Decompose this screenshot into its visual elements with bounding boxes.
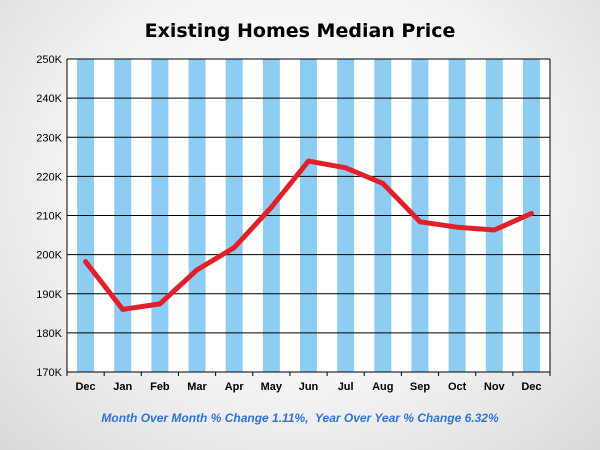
x-tick-label: Mar <box>187 381 207 393</box>
data-point <box>380 181 386 186</box>
data-point <box>417 219 423 225</box>
x-tick-label: Jan <box>113 381 132 393</box>
x-tick-label: Feb <box>150 381 170 393</box>
data-point <box>491 227 497 233</box>
y-tick-label: 180K <box>36 328 62 340</box>
y-tick-label: 230K <box>36 132 62 144</box>
y-tick-label: 190K <box>36 289 62 301</box>
data-point <box>529 211 534 216</box>
y-tick-label: 170K <box>36 367 62 379</box>
x-tick-label: Nov <box>484 381 506 393</box>
data-point <box>454 224 460 230</box>
chart-subtitle: Month Over Month % Change 1.11%, Year Ov… <box>101 411 499 425</box>
y-tick-label: 210K <box>36 211 62 223</box>
y-tick-label: 250K <box>36 54 62 66</box>
x-tick-label: May <box>261 381 283 393</box>
y-tick-label: 200K <box>36 250 62 262</box>
data-point <box>83 259 88 265</box>
data-point <box>157 301 163 307</box>
x-tick-label: Apr <box>225 381 245 393</box>
data-point <box>306 158 311 164</box>
x-tick-label: Aug <box>372 381 393 393</box>
data-point <box>231 245 237 250</box>
x-tick-label: Dec <box>75 381 95 393</box>
x-tick-label: Dec <box>521 381 541 393</box>
x-tick-label: Sep <box>410 381 430 393</box>
x-tick-label: Oct <box>448 381 467 393</box>
y-tick-label: 220K <box>36 171 62 183</box>
x-tick-label: Jul <box>338 381 354 393</box>
data-point <box>120 307 126 312</box>
data-point <box>343 165 349 171</box>
x-tick-label: Jun <box>299 381 319 393</box>
data-point <box>194 267 200 273</box>
chart-title: Existing Homes Median Price <box>144 20 456 42</box>
y-tick-label: 240K <box>36 93 62 105</box>
data-point <box>268 204 274 210</box>
